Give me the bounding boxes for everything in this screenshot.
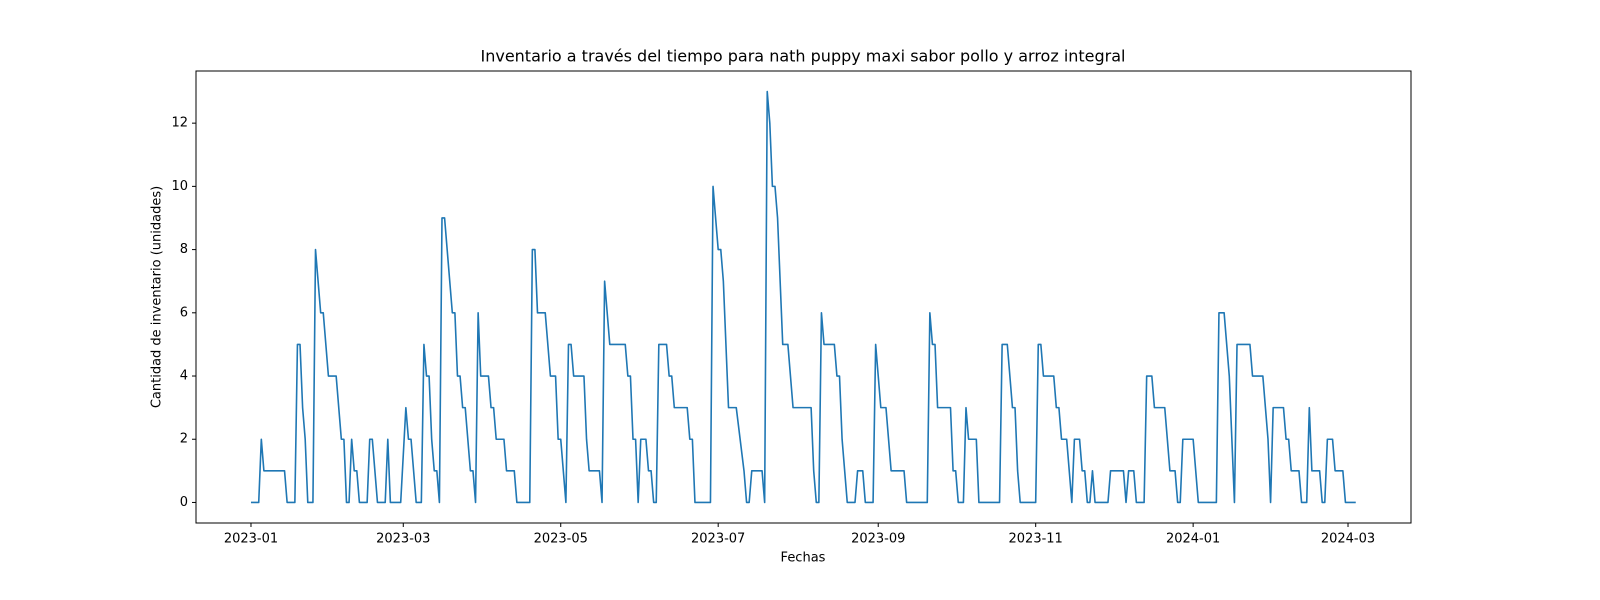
x-tick-label: 2023-07 [691,532,745,547]
y-tick-label: 10 [171,179,188,194]
x-axis-label: Fechas [781,551,826,566]
y-tick-label: 4 [180,369,188,384]
y-tick-label: 6 [180,305,188,320]
x-tick-label: 2023-11 [1009,532,1063,547]
y-tick-label: 2 [180,432,188,447]
y-tick-label: 8 [180,242,188,257]
x-tick-label: 2024-01 [1166,532,1220,547]
x-tick-label: 2023-05 [534,532,588,547]
y-axis-label: Cantidad de inventario (unidades) [150,186,165,408]
y-tick-label: 0 [180,495,188,510]
data-line [250,90,1356,504]
x-tick-label: 2024-03 [1321,532,1375,547]
plot-frame [195,70,1412,524]
x-tick-label: 2023-01 [224,532,278,547]
chart-title: Inventario a través del tiempo para nath… [480,47,1125,66]
x-tick-label: 2023-03 [376,532,430,547]
y-tick-label: 12 [171,116,188,131]
x-tick-label: 2023-09 [851,532,905,547]
